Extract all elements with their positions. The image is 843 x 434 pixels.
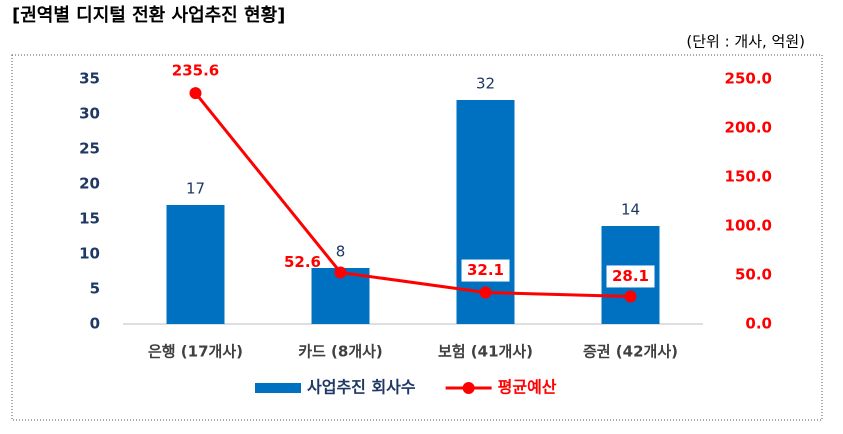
line-marker [479, 286, 492, 299]
x-tick-label: 증권 (42개사) [583, 343, 678, 361]
y-tick-label: 30 [79, 105, 100, 123]
y2-tick-label: 50.0 [735, 266, 772, 284]
y2-tick-label: 150.0 [725, 168, 772, 186]
y-tick-label: 25 [79, 140, 100, 158]
legend-swatch-marker [462, 382, 475, 394]
bar-value-label: 14 [621, 201, 640, 219]
chart-subtitle: (단위 : 개사, 억원) [686, 33, 805, 51]
bar-value-label: 17 [186, 180, 205, 198]
legend-label: 사업추진 회사수 [307, 378, 416, 397]
bar [166, 205, 225, 324]
line-value-label: 52.6 [284, 253, 321, 271]
line-marker [189, 87, 202, 100]
y-tick-label: 35 [79, 70, 100, 88]
y2-tick-label: 200.0 [725, 119, 772, 137]
line [194, 92, 631, 298]
line-marker [624, 290, 637, 303]
x-tick-label: 보험 (41개사) [438, 343, 533, 361]
y-tick-label: 0 [90, 315, 100, 333]
y-tick-label: 20 [79, 175, 100, 193]
legend-swatch [255, 383, 301, 393]
label-box [606, 265, 655, 288]
bar-value-label: 8 [336, 243, 346, 261]
line-value-label: 28.1 [612, 267, 649, 285]
chart-title: [권역별 디지털 전환 사업추진 현황] [12, 4, 285, 26]
line-marker [334, 266, 347, 279]
label-box [461, 259, 510, 282]
chart-frame [11, 54, 823, 421]
y-tick-label: 5 [90, 280, 100, 298]
y2-tick-label: 250.0 [725, 70, 772, 88]
x-tick-label: 은행 (17개사) [148, 343, 243, 361]
legend-label: 평균예산 [498, 378, 557, 397]
line-value-label: 32.1 [467, 261, 504, 279]
y2-tick-label: 0.0 [745, 315, 772, 333]
line-value-label: 235.6 [172, 62, 219, 80]
y-tick-label: 10 [79, 245, 100, 263]
y2-tick-label: 100.0 [725, 217, 772, 235]
y-tick-label: 15 [79, 210, 100, 228]
x-tick-label: 카드 (8개사) [298, 343, 383, 361]
bar-value-label: 32 [476, 75, 495, 93]
